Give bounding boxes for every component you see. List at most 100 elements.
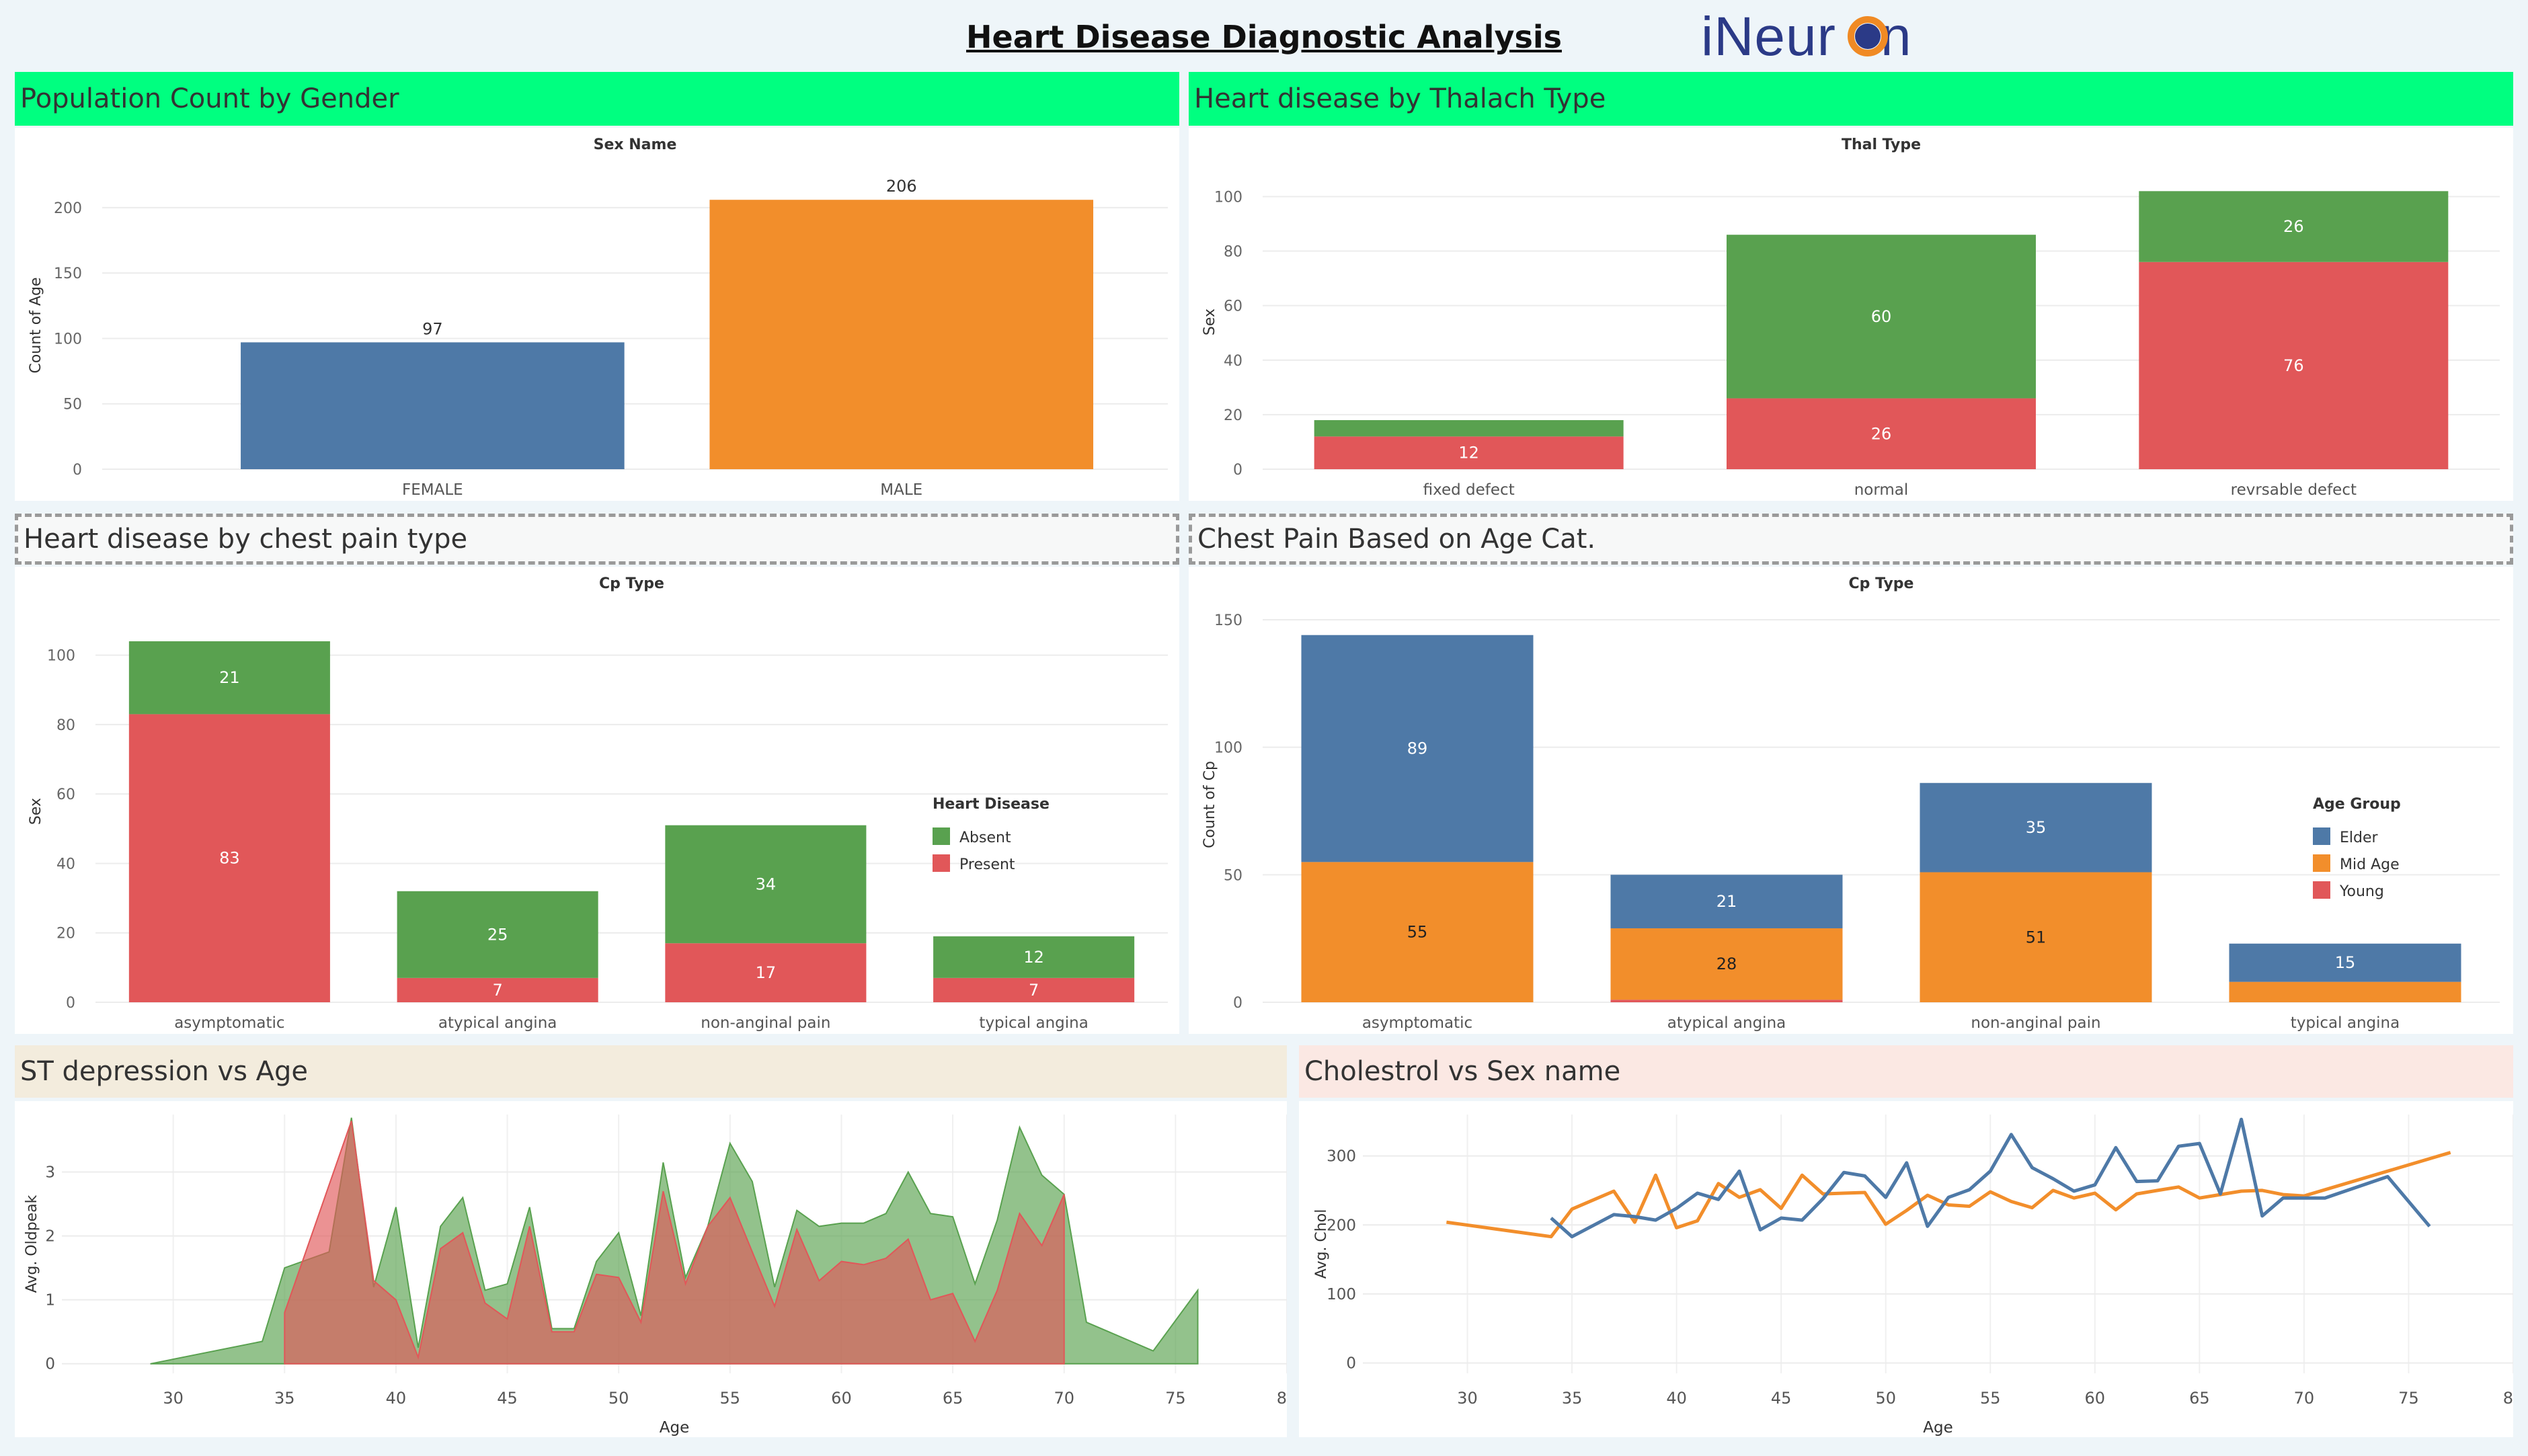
data-label: 26	[1871, 424, 1892, 443]
panel-title-agecat: Chest Pain Based on Age Cat.	[1189, 514, 2513, 565]
x-tick-label: 55	[1980, 1389, 2001, 1408]
y-tick-label: 300	[1327, 1148, 1356, 1166]
bar-segment	[665, 825, 867, 944]
x-tick-label: typical angina	[979, 1014, 1088, 1032]
x-tick-label: 50	[608, 1389, 629, 1408]
bar-segment	[2229, 981, 2461, 1002]
legend-label: Absent	[959, 830, 1011, 846]
y-tick-label: 1	[45, 1292, 55, 1309]
y-tick-label: 200	[1327, 1217, 1356, 1234]
y-axis-label: Sex	[28, 798, 44, 825]
x-axis-label: Age	[1923, 1419, 1952, 1437]
y-tick-label: 150	[1214, 612, 1242, 629]
data-label: 12	[1458, 444, 1479, 462]
data-label: 28	[1716, 955, 1737, 973]
dashboard-title: Heart Disease Diagnostic Analysis	[966, 19, 1562, 55]
chart-title: Cp Type	[1849, 575, 1914, 592]
y-tick-label: 80	[1224, 244, 1242, 261]
y-tick-label: 3	[45, 1164, 55, 1182]
chart-chol: 30 35 40 45 50 55 60 65 70 75 80 0 100 200 300 Age Avg. …	[1299, 1101, 2513, 1437]
area-series	[284, 1121, 1065, 1365]
bar-segment	[1301, 862, 1534, 1002]
panel-title-st: ST depression vs Age	[15, 1045, 1287, 1098]
legend-swatch	[933, 854, 950, 872]
legend-swatch	[2313, 827, 2330, 845]
y-tick-label: 100	[54, 331, 82, 348]
y-tick-label: 40	[56, 856, 75, 873]
y-tick-label: 60	[1224, 298, 1242, 315]
bar-segment	[128, 641, 330, 715]
x-tick-label: fixed defect	[1423, 481, 1515, 499]
x-tick-label: typical angina	[2291, 1014, 2400, 1032]
x-tick-label: 70	[2294, 1389, 2315, 1408]
x-tick-label: 35	[274, 1389, 295, 1408]
chart-title: Thal Type	[1842, 136, 1921, 153]
bar-segment	[1301, 635, 1534, 862]
y-tick-label: 0	[66, 995, 75, 1012]
y-axis-label: Count of Cp	[1201, 761, 1218, 848]
data-label: 76	[2283, 356, 2304, 375]
legend-swatch	[2313, 854, 2330, 872]
logo-text: iNeur n	[1701, 6, 1912, 67]
y-axis-label: Avg. Chol	[1313, 1209, 1330, 1279]
x-tick-label: 80	[2503, 1389, 2513, 1408]
data-label: 17	[756, 963, 777, 982]
y-tick-label: 100	[1214, 189, 1242, 206]
line-series	[1550, 1117, 2431, 1239]
x-tick-label: atypical angina	[438, 1014, 557, 1032]
legend-swatch	[933, 827, 950, 845]
chart-chest: Cp Type Sex 0 20 40 60 80 100 83 21 asymptomatic 7 2…	[15, 567, 1179, 1034]
chart-agecat: Cp Type Count of Cp 0 50 100 150 55 89 asymptoma…	[1189, 567, 2513, 1034]
bar-segment	[2139, 261, 2449, 469]
chart-gender: Sex Name Count of Age 0 50 100 150 200 97 FEMALE…	[15, 128, 1179, 501]
x-tick-label: 75	[1165, 1389, 1186, 1408]
bar-segment	[1314, 436, 1624, 469]
legend-swatch	[2313, 881, 2330, 899]
y-tick-label: 0	[1233, 995, 1242, 1012]
x-tick-label: 45	[1771, 1389, 1792, 1408]
bar-segment	[1314, 420, 1624, 437]
chart-title: Sex Name	[594, 136, 677, 153]
data-label: 97	[422, 319, 443, 338]
bar-segment	[397, 977, 598, 1002]
line-series	[1446, 1151, 2451, 1239]
x-tick-label: 45	[497, 1389, 518, 1408]
data-label: 89	[1407, 739, 1428, 758]
data-label: 21	[1716, 892, 1737, 911]
y-tick-label: 20	[1224, 407, 1242, 424]
y-tick-label: 80	[56, 717, 75, 734]
bar	[241, 342, 625, 469]
bar-segment	[2139, 191, 2449, 262]
bar-segment	[1610, 928, 1843, 1000]
bar-segment	[1920, 872, 2152, 1002]
bar-segment	[1610, 1000, 1843, 1002]
y-axis-label: Sex	[1201, 309, 1218, 335]
dashboard-header: Heart Disease Diagnostic Analysis iNeur n	[0, 0, 2528, 71]
data-label: 51	[2026, 928, 2047, 946]
data-label: 206	[886, 177, 917, 196]
x-tick-label: 55	[720, 1389, 741, 1408]
legend-title: Heart Disease	[933, 796, 1050, 813]
bar-segment	[1610, 875, 1843, 928]
legend-label: Elder	[2340, 830, 2379, 846]
logo-ring-icon	[1848, 16, 1888, 56]
x-tick-label: asymptomatic	[1362, 1014, 1472, 1032]
y-tick-label: 0	[1233, 462, 1242, 479]
y-tick-label: 100	[1214, 740, 1242, 757]
legend-label: Mid Age	[2340, 856, 2400, 873]
data-label: 55	[1407, 923, 1428, 942]
chart-st: 30 35 40 45 50 55 60 65 70 75 80 0 1 2 3 Age Avg. Oldpea…	[15, 1101, 1287, 1437]
x-tick-label: 65	[2189, 1389, 2210, 1408]
y-axis-label: Count of Age	[28, 277, 44, 373]
bar-segment	[933, 977, 1135, 1002]
y-tick-label: 0	[73, 462, 82, 479]
bar-segment	[128, 714, 330, 1002]
y-tick-label: 150	[54, 266, 82, 282]
x-axis-label: Age	[660, 1419, 689, 1437]
y-tick-label: 100	[47, 648, 75, 665]
logo-dot-icon	[1855, 24, 1881, 49]
legend-label: Present	[959, 856, 1015, 873]
data-label: 7	[492, 981, 502, 1000]
x-tick-label: 65	[943, 1389, 963, 1408]
x-tick-label: non-anginal pain	[1971, 1014, 2100, 1032]
